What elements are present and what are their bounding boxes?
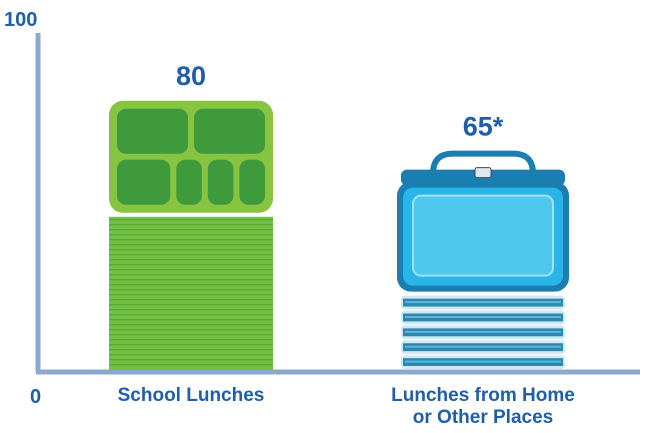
lunch-tray-icon xyxy=(109,100,273,213)
icons-group xyxy=(109,100,569,292)
lunch-box-icon xyxy=(397,150,569,292)
y-tick-label-min: 0 xyxy=(30,386,41,408)
category-label: Lunches from Home or Other Places xyxy=(391,385,575,428)
value-label: 65* xyxy=(463,112,504,142)
bars-group xyxy=(109,216,565,370)
bar-lunches-from-home xyxy=(401,295,565,369)
category-label: School Lunches xyxy=(118,385,265,406)
value-label: 80 xyxy=(176,61,206,91)
bar-school-lunches xyxy=(109,216,273,370)
y-tick-label-max: 100 xyxy=(4,9,37,31)
value-labels-group: 80 65* xyxy=(176,61,504,142)
category-labels-group: School Lunches Lunches from Home or Other … xyxy=(118,385,575,428)
